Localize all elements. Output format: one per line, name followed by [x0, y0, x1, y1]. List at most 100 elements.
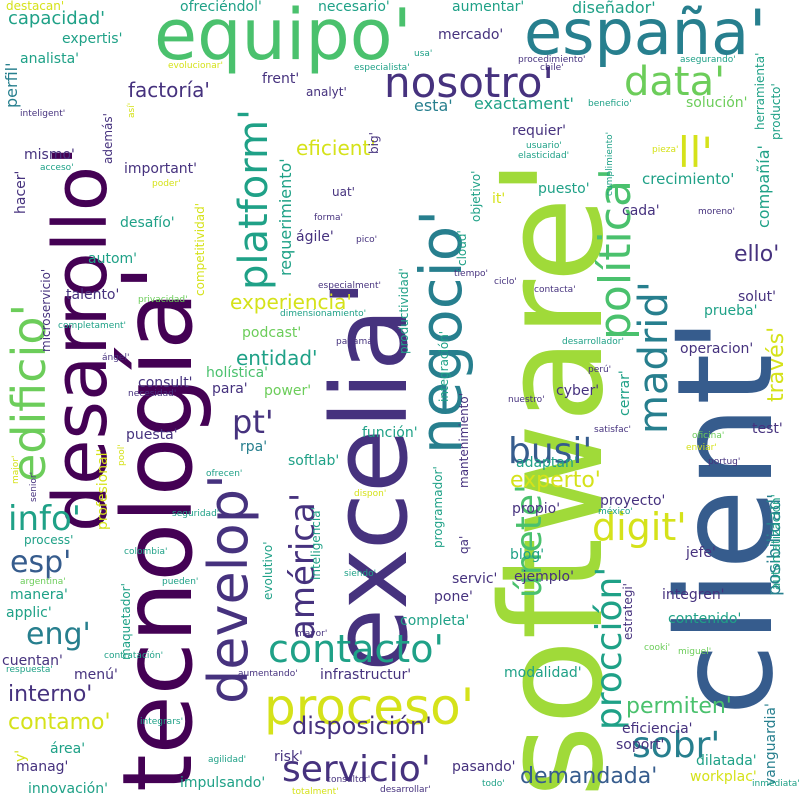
word: mantenimiento' [457, 392, 471, 488]
word: integren' [662, 587, 725, 603]
word: risk' [274, 749, 303, 765]
word: mismo' [24, 147, 75, 163]
word: evolutivo' [261, 541, 275, 600]
word: argentina' [20, 577, 66, 587]
word: contratación' [104, 651, 164, 661]
word: privacidad' [138, 295, 188, 305]
word: vanguardia' [763, 703, 779, 786]
word: podcast' [242, 325, 302, 341]
word: dilatada' [696, 753, 757, 769]
word: holística' [206, 365, 269, 381]
word: asegurando' [680, 55, 736, 65]
word: necesario' [318, 0, 390, 15]
word: equipo' [154, 0, 412, 76]
word: sobr' [632, 725, 721, 766]
word: analyt' [306, 85, 347, 99]
word: prueba' [704, 303, 758, 319]
word: competitividad' [193, 202, 207, 296]
word: menú' [74, 667, 118, 683]
word: solución' [686, 95, 748, 111]
word: workplac' [690, 769, 757, 785]
word: data' [624, 59, 726, 105]
word: pasando' [452, 759, 516, 775]
word: cloud' [455, 230, 469, 266]
word: cooki' [644, 643, 671, 653]
word: través' [764, 326, 789, 402]
word: exactament' [474, 94, 574, 113]
word: agilidad' [208, 755, 247, 765]
word: eficient' [296, 136, 376, 160]
word: objetivo' [469, 170, 483, 222]
word: blog' [510, 547, 545, 563]
word: perú' [588, 365, 612, 375]
word: capacidad' [8, 8, 106, 29]
word: procedimiento' [518, 55, 586, 65]
word: contenido' [668, 611, 742, 627]
word: platform' [231, 109, 277, 290]
word: adaptan' [516, 455, 578, 471]
word: consultor' [326, 775, 371, 785]
word: puesta' [126, 427, 178, 443]
word: requerimiento' [276, 158, 295, 276]
word: test' [752, 421, 783, 437]
word: rpa' [240, 439, 268, 455]
word: microservicio' [39, 268, 53, 352]
word: major' [11, 455, 21, 484]
word: infrastructur' [320, 667, 412, 683]
word: big' [367, 132, 381, 154]
word: uat' [332, 185, 355, 199]
word: tecnología' [102, 264, 214, 792]
word: dispon' [354, 489, 387, 499]
word: experiencia' [230, 290, 352, 314]
word: hacer' [13, 170, 29, 214]
word: maquetador' [119, 583, 133, 660]
word: permiten' [626, 694, 732, 719]
word: respuesta' [6, 665, 53, 675]
word: frent' [262, 71, 300, 87]
word: panamá' [336, 337, 376, 347]
word: process' [24, 533, 74, 547]
word: digit' [592, 505, 687, 549]
word: inteligent' [20, 109, 66, 119]
word: españa' [524, 0, 767, 69]
word: para' [212, 381, 248, 397]
word: experto' [510, 468, 601, 493]
word: madrid' [631, 281, 677, 434]
word: tiempo' [454, 269, 489, 279]
word: portug' [708, 457, 741, 467]
word: ágile' [296, 229, 334, 245]
word: proceso' [264, 678, 475, 736]
word: automatización' [769, 494, 783, 590]
word: analista' [20, 51, 80, 67]
word: elasticidad' [518, 151, 570, 161]
word: inmediata' [752, 779, 800, 789]
word: pieza' [652, 145, 679, 155]
word: poder' [152, 179, 181, 189]
word: perfil' [2, 62, 21, 109]
word: diseñador' [572, 0, 656, 17]
word: méxico' [598, 507, 633, 517]
word: dimensionamiento' [280, 309, 367, 319]
word: soport' [616, 737, 665, 753]
word: completa' [400, 613, 470, 629]
word: important' [124, 161, 198, 177]
word: factoría' [128, 78, 210, 102]
word: usuario' [526, 141, 562, 151]
word: impulsando' [180, 775, 266, 791]
word: innovación' [28, 781, 108, 797]
word: manag' [16, 759, 69, 775]
word: propio' [512, 501, 561, 517]
word: jefe' [686, 545, 716, 561]
word: operacion' [680, 341, 754, 357]
word: producto' [769, 83, 783, 140]
word: ofrecen' [206, 469, 243, 479]
word: applic' [6, 605, 52, 621]
word: herramienta' [753, 52, 767, 130]
word: expertis' [62, 31, 123, 47]
word: aumentando' [238, 669, 298, 679]
word: nuestro' [508, 395, 545, 405]
word: desarrollar' [380, 785, 431, 795]
word: acceso' [40, 163, 74, 173]
word: solut' [738, 289, 776, 305]
word: contacto' [268, 627, 444, 671]
